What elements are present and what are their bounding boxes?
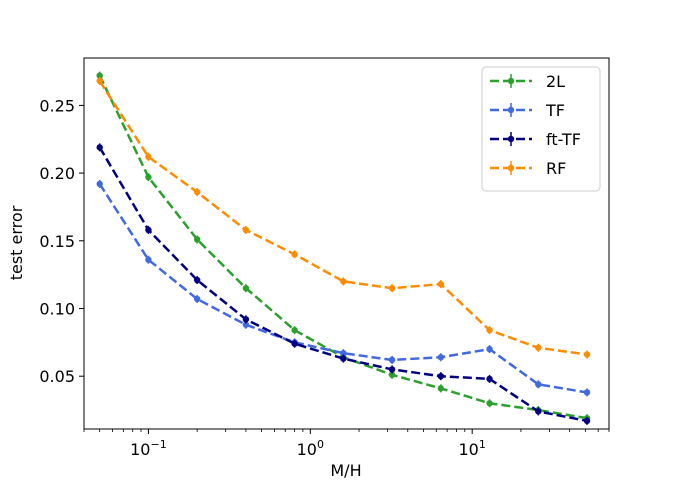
- data-point: [388, 356, 396, 364]
- data-point: [388, 366, 396, 373]
- legend-marker: [507, 164, 515, 172]
- data-point: [145, 153, 152, 161]
- legend-item-rf: RF: [490, 159, 566, 178]
- y-axis-label: test error: [7, 205, 26, 280]
- y-axis: 0.05 0.10 0.15 0.20 0.25: [39, 96, 84, 386]
- legend-item-ft-tf: ft-TF: [490, 130, 581, 149]
- data-point: [486, 400, 493, 407]
- data-point: [242, 316, 250, 323]
- data-point: [193, 188, 201, 196]
- y-tick-label: 0.25: [39, 96, 75, 115]
- data-point: [583, 389, 591, 396]
- data-point: [145, 256, 152, 263]
- data-point: [535, 344, 542, 351]
- data-point: [145, 173, 152, 181]
- x-axis-label: M/H: [330, 461, 361, 480]
- data-point: [583, 417, 591, 425]
- x-tick-label: 101: [459, 438, 486, 459]
- legend-marker: [507, 77, 515, 85]
- axes-frame: [83, 57, 610, 430]
- data-point: [96, 180, 103, 188]
- data-point: [242, 226, 250, 234]
- data-point: [486, 345, 493, 353]
- data-point: [437, 372, 445, 380]
- data-point: [535, 408, 542, 415]
- x-tick-label: 10−1: [130, 438, 167, 459]
- data-point: [291, 251, 298, 258]
- data-point: [145, 226, 152, 234]
- data-point: [193, 236, 201, 243]
- data-point: [437, 354, 445, 361]
- plot-series: [96, 71, 591, 425]
- data-point: [583, 351, 591, 358]
- x-tick-label: 100: [297, 438, 324, 459]
- legend-label: TF: [545, 101, 565, 120]
- legend-marker: [507, 106, 515, 114]
- data-point: [388, 284, 396, 292]
- legend-marker: [507, 135, 515, 143]
- data-point: [96, 77, 103, 85]
- data-point: [193, 295, 201, 303]
- data-point: [242, 321, 250, 328]
- data-point: [437, 385, 445, 392]
- data-point: [437, 280, 445, 288]
- series-ft-tf: [96, 143, 591, 425]
- data-point: [96, 144, 103, 151]
- data-point: [340, 355, 347, 362]
- y-tick-label: 0.15: [39, 232, 75, 251]
- data-point: [291, 340, 298, 347]
- data-point: [242, 284, 250, 292]
- legend-label: ft-TF: [546, 130, 581, 149]
- legend-item-2l: 2L: [490, 72, 565, 91]
- legend-box: [481, 66, 601, 192]
- legend-label: 2L: [546, 72, 565, 91]
- data-point: [388, 371, 396, 379]
- data-point: [96, 72, 103, 79]
- data-point: [340, 349, 347, 357]
- y-tick-label: 0.20: [39, 164, 75, 183]
- series-line-tf: [98, 183, 588, 394]
- series-rf: [96, 77, 591, 359]
- y-tick-label: 0.10: [39, 299, 75, 318]
- x-axis: 10−1 100 101: [83, 429, 610, 459]
- legend: 2L TF ft-TF RF: [481, 66, 601, 192]
- legend-item-tf: TF: [490, 101, 565, 120]
- data-point: [193, 276, 201, 284]
- data-point: [486, 375, 493, 383]
- y-tick-label: 0.05: [39, 367, 75, 386]
- data-point: [535, 381, 542, 388]
- data-point: [340, 278, 347, 285]
- series-line-rf: [98, 80, 588, 356]
- legend-label: RF: [546, 159, 566, 178]
- data-point: [486, 326, 493, 334]
- data-point: [291, 326, 298, 334]
